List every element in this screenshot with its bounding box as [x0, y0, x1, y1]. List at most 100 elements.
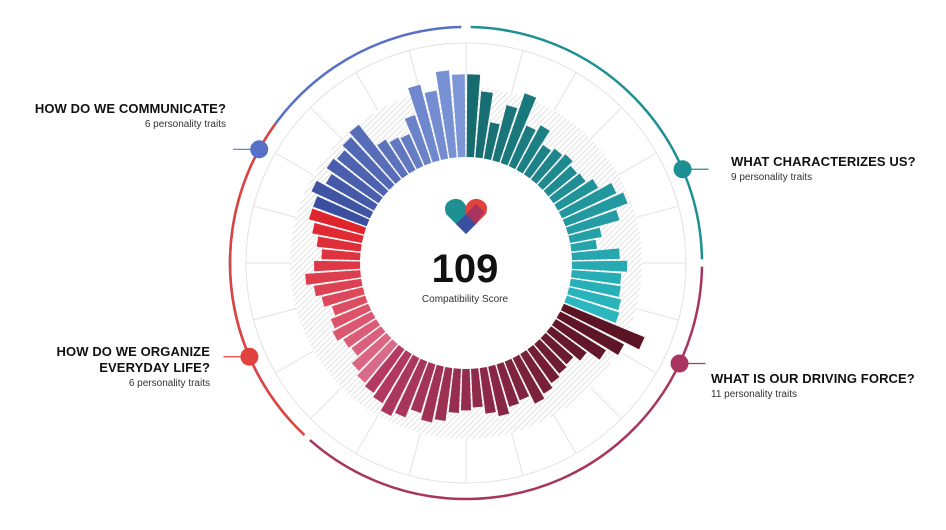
radial-bar [567, 287, 622, 311]
radial-bar [534, 339, 567, 374]
radial-bar [351, 326, 386, 356]
radial-bar [404, 114, 432, 166]
category-subtitle: 11 personality traits [711, 389, 797, 400]
radial-bar [408, 84, 440, 163]
radial-bar [351, 332, 392, 371]
radial-bar [435, 70, 457, 159]
radial-bar [330, 303, 372, 329]
radial-bars [305, 70, 645, 423]
radial-bar [308, 208, 367, 235]
radial-bar [568, 227, 602, 243]
radial-bar [316, 236, 362, 252]
radial-bar [558, 183, 617, 219]
category-title: WHAT IS OUR DRIVING FORCE? [711, 371, 915, 386]
radial-bar [305, 270, 361, 285]
radial-bar [313, 196, 370, 227]
category-subtitle: 6 personality traits [128, 378, 210, 389]
radial-bar [471, 368, 483, 408]
radial-bar [520, 350, 553, 394]
category-arc [309, 266, 704, 501]
radial-bar [312, 222, 364, 243]
radial-bar [421, 364, 444, 423]
radial-bar [337, 150, 389, 197]
compatibility-score-label: Compatibility Score [421, 294, 509, 305]
radial-bar [321, 249, 361, 261]
category-marker-dot [670, 354, 689, 373]
category-title: WHAT CHARACTERIZES US? [731, 154, 916, 169]
category-arc [228, 123, 306, 436]
radial-bar [424, 90, 449, 160]
radial-bar [357, 339, 398, 383]
radial-bar [516, 125, 550, 174]
heart-segment [466, 204, 484, 224]
radial-bar [364, 344, 405, 393]
radial-bar [343, 319, 381, 348]
radial-bar [314, 260, 361, 272]
category-title: HOW DO WE ORGANIZE EVERYDAY LIFE? [56, 344, 210, 375]
category-label-communicate: HOW DO WE COMMUNICATE? 6 personality tra… [20, 101, 226, 131]
radial-bar [496, 362, 519, 407]
radial-bar [512, 354, 545, 404]
radial-bar [560, 303, 645, 350]
radial-bar [571, 270, 622, 285]
radial-bar [571, 260, 628, 272]
radial-bar [504, 358, 530, 401]
radial-bar [342, 137, 395, 190]
radial-bar [331, 295, 368, 316]
category-markers [223, 140, 709, 373]
radial-bar [488, 364, 510, 417]
radial-bar [565, 209, 620, 235]
radial-bar [556, 311, 625, 356]
radial-bar [543, 165, 578, 197]
radial-bar [395, 358, 428, 418]
category-label-driving: WHAT IS OUR DRIVING FORCE? 11 personalit… [711, 371, 941, 401]
radial-bar [313, 278, 363, 297]
radial-bar [546, 326, 587, 361]
radial-bar [537, 154, 573, 190]
radial-bar [466, 74, 481, 158]
radial-bar [527, 344, 560, 384]
radial-bar [508, 125, 536, 170]
radial-bar [540, 332, 574, 365]
category-label-organize: HOW DO WE ORGANIZE EVERYDAY LIFE? 6 pers… [20, 344, 210, 390]
radial-bar [549, 173, 586, 204]
radial-bar [332, 311, 376, 341]
radial-bar [554, 179, 599, 211]
radial-bar [349, 124, 402, 184]
category-subtitle: 9 personality traits [731, 172, 813, 183]
category-title: HOW DO WE COMMUNICATE? [34, 101, 226, 116]
radial-bar [373, 350, 412, 404]
radial-bar [380, 354, 420, 417]
radial-bar [325, 173, 378, 211]
category-marker-dot [240, 347, 259, 366]
radial-bar [326, 158, 383, 204]
radial-bar [377, 139, 409, 179]
radial-bar [321, 287, 365, 307]
radial-bar [571, 248, 620, 261]
radial-bar [562, 192, 628, 227]
heart-logo-icon [445, 198, 487, 234]
radial-bar [451, 74, 466, 158]
radial-bar [400, 133, 424, 170]
radial-bar [448, 368, 461, 413]
radial-bar [492, 105, 518, 163]
radial-bar [483, 122, 500, 160]
radial-bar [460, 368, 472, 411]
category-marker-dot [250, 140, 269, 159]
radial-bar [311, 180, 374, 219]
radial-bar [475, 91, 493, 159]
radial-bar [569, 278, 621, 297]
compatibility-score-value: 109 [431, 247, 499, 291]
category-marker-dot [673, 160, 692, 179]
radial-bar [523, 144, 551, 179]
category-label-characterizes: WHAT CHARACTERIZES US? 9 personality tra… [731, 154, 941, 184]
radial-bar [410, 362, 436, 413]
radial-bar [479, 366, 496, 414]
radial-bar [564, 295, 620, 323]
radial-bar [570, 239, 597, 252]
radial-bar [530, 148, 563, 184]
category-arc [470, 25, 704, 260]
radial-bar [551, 319, 606, 360]
category-subtitle: 6 personality traits [144, 119, 226, 130]
